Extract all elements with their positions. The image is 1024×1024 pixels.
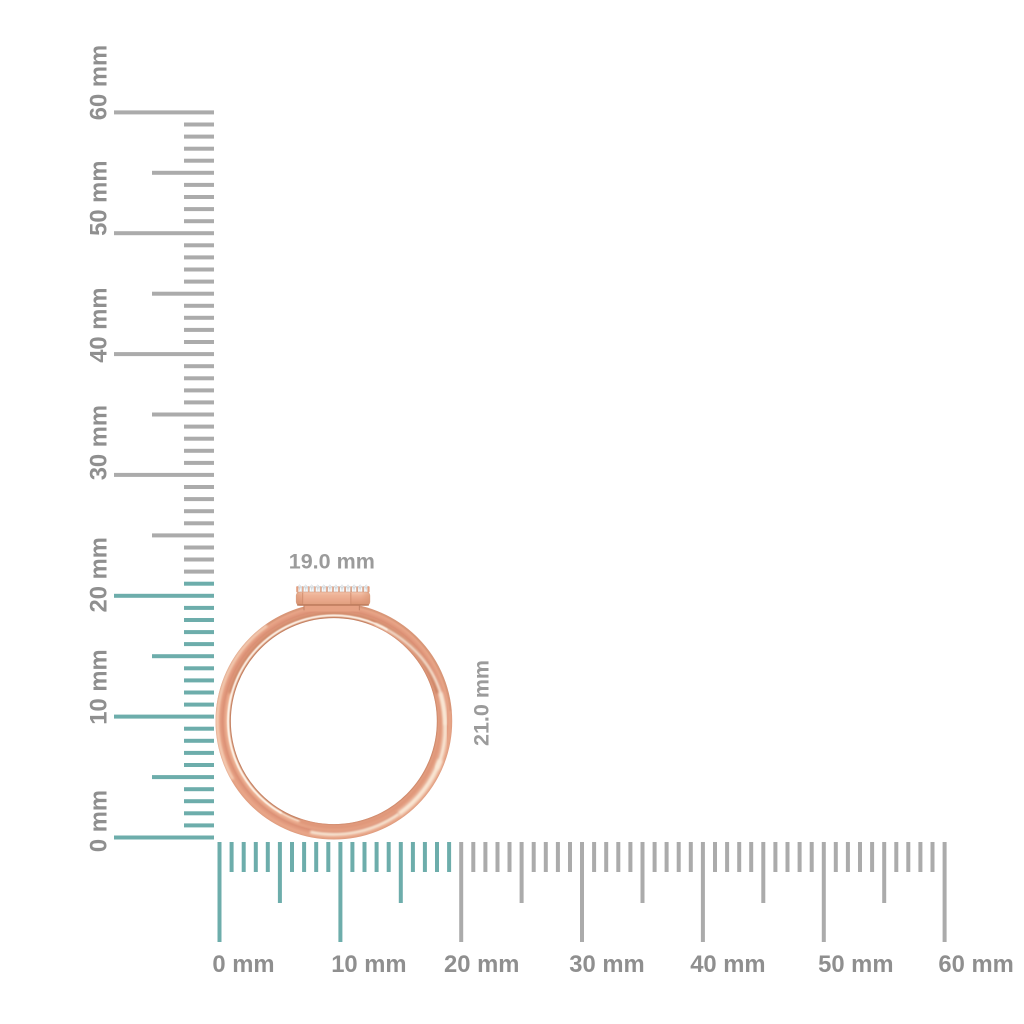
- svg-text:60 mm: 60 mm: [86, 45, 113, 120]
- svg-text:20 mm: 20 mm: [444, 951, 519, 978]
- svg-text:40 mm: 40 mm: [86, 287, 113, 362]
- svg-text:60 mm: 60 mm: [938, 951, 1013, 978]
- svg-text:0 mm: 0 mm: [212, 951, 274, 978]
- svg-text:21.0 mm: 21.0 mm: [470, 660, 494, 746]
- svg-text:19.0 mm: 19.0 mm: [289, 550, 375, 574]
- svg-text:10 mm: 10 mm: [86, 649, 113, 724]
- svg-text:20 mm: 20 mm: [86, 537, 113, 612]
- svg-text:30 mm: 30 mm: [569, 951, 644, 978]
- svg-text:10 mm: 10 mm: [331, 951, 406, 978]
- svg-text:0 mm: 0 mm: [86, 790, 113, 852]
- svg-text:50 mm: 50 mm: [86, 160, 113, 235]
- svg-text:30 mm: 30 mm: [86, 405, 113, 480]
- svg-text:50 mm: 50 mm: [818, 951, 893, 978]
- svg-text:40 mm: 40 mm: [690, 951, 765, 978]
